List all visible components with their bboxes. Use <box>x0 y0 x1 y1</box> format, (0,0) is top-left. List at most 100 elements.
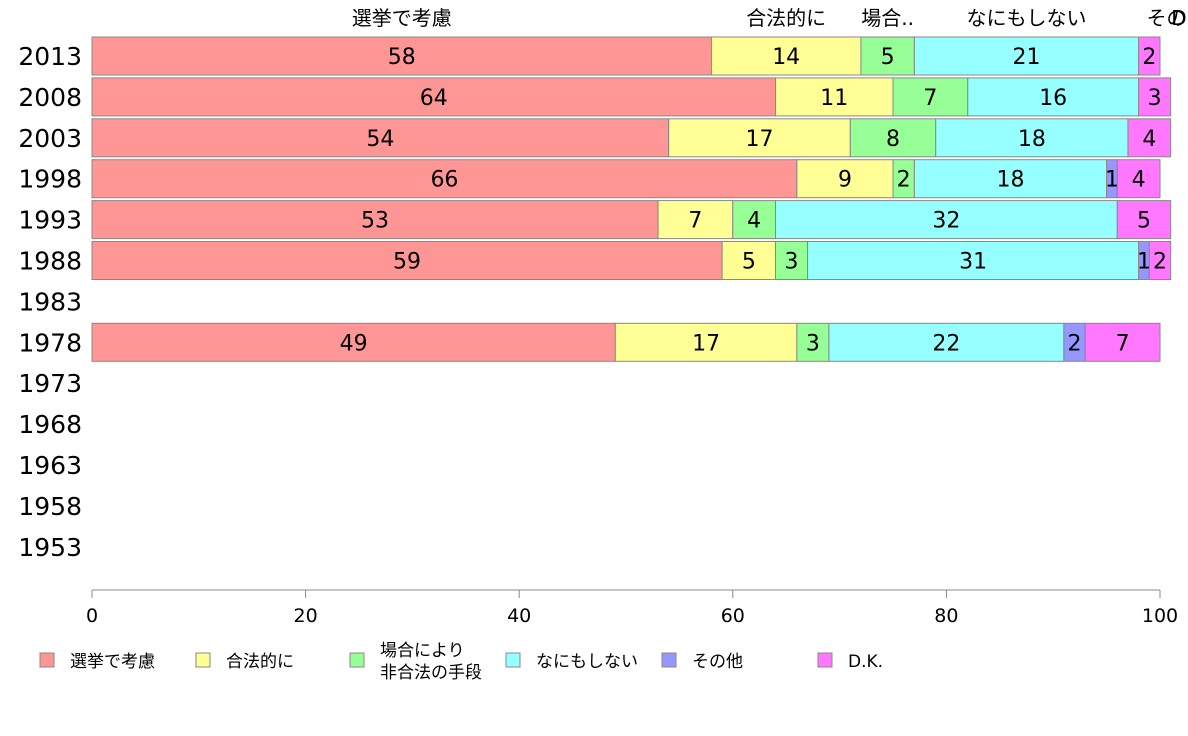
data-label-1993-5: 5 <box>1137 209 1151 234</box>
bar-segment-1998-3 <box>913 159 1108 199</box>
data-label-1988-0: 59 <box>393 250 421 275</box>
data-label-1998-5: 4 <box>1132 168 1146 193</box>
bar-segment-1978-0 <box>91 322 616 362</box>
legend-swatch-0 <box>39 652 55 668</box>
bar-segment-1998-5 <box>1116 159 1161 199</box>
bar-segment-2003-5 <box>1127 118 1172 158</box>
category-label-1973: 1973 <box>18 369 82 398</box>
x-tick-label-60: 60 <box>721 605 745 627</box>
data-label-1993-1: 7 <box>688 209 702 234</box>
data-label-1988-3: 31 <box>959 250 987 275</box>
data-label-1978-4: 2 <box>1068 331 1082 356</box>
data-label-2013-3: 21 <box>1013 45 1041 70</box>
data-label-1988-1: 5 <box>742 250 756 275</box>
bar-segment-2008-5 <box>1138 77 1172 117</box>
bar-segment-2013-0 <box>91 36 712 76</box>
legend-swatch-4 <box>661 652 677 668</box>
legend-swatch-5 <box>817 652 833 668</box>
data-label-2013-2: 5 <box>881 45 895 70</box>
category-label-2008: 2008 <box>18 83 82 112</box>
legend-label-3: なにもしない <box>536 652 638 672</box>
data-label-2008-0: 64 <box>420 86 448 111</box>
x-tick-label-20: 20 <box>294 605 318 627</box>
bar-segment-2013-5 <box>1138 36 1161 76</box>
data-label-1998-0: 66 <box>430 168 458 193</box>
category-label-1993: 1993 <box>18 206 82 235</box>
data-label-1978-2: 3 <box>806 331 820 356</box>
bar-segment-2008-0 <box>91 77 777 117</box>
bar-segment-2008-1 <box>775 77 894 117</box>
bar-segment-2013-2 <box>860 36 915 76</box>
data-label-2008-2: 7 <box>923 86 937 111</box>
series-top-label-5: D... <box>1171 6 1188 30</box>
bar-segment-1988-2 <box>775 241 809 280</box>
legend-swatch-3 <box>505 652 521 668</box>
data-label-1998-4: 1 <box>1105 168 1119 193</box>
category-label-1978: 1978 <box>18 328 82 357</box>
data-label-2013-1: 14 <box>772 45 800 70</box>
data-label-2008-5: 3 <box>1148 86 1162 111</box>
data-label-1993-3: 32 <box>932 209 960 234</box>
data-label-1978-5: 7 <box>1116 331 1130 356</box>
x-tick-label-80: 80 <box>934 605 958 627</box>
data-label-1993-2: 4 <box>747 209 761 234</box>
data-label-1978-0: 49 <box>340 331 368 356</box>
data-label-2003-1: 17 <box>746 127 774 152</box>
category-label-1958: 1958 <box>18 492 82 521</box>
data-label-2003-3: 18 <box>1018 127 1046 152</box>
bar-segment-1993-3 <box>775 200 1118 240</box>
data-label-1988-4: 1 <box>1137 250 1151 275</box>
series-top-label-1: 合法的に <box>746 6 826 30</box>
category-label-1963: 1963 <box>18 451 82 480</box>
bar-segment-2003-1 <box>668 118 851 158</box>
legend-label-0: 選挙で考慮 <box>70 652 155 672</box>
category-label-2013: 2013 <box>18 42 82 71</box>
data-label-1998-2: 2 <box>897 168 911 193</box>
series-top-label-3: なにもしない <box>967 6 1087 30</box>
series-top-label-4: その <box>1147 6 1187 30</box>
series-top-label-0: 選挙で考慮 <box>352 6 452 30</box>
legend-label-2-line2: 非合法の手段 <box>380 663 482 683</box>
data-label-2008-1: 11 <box>820 86 848 111</box>
x-tick-label-40: 40 <box>507 605 531 627</box>
category-label-1988: 1988 <box>18 247 82 276</box>
bar-segment-2008-3 <box>967 77 1140 117</box>
data-label-2003-2: 8 <box>886 127 900 152</box>
legend-label-5: D.K. <box>848 652 883 672</box>
bar-segment-2013-3 <box>913 36 1140 76</box>
bar-segment-1988-1 <box>721 241 777 280</box>
bar-segment-1978-3 <box>828 322 1065 362</box>
category-label-2003: 2003 <box>18 124 82 153</box>
data-label-1988-2: 3 <box>785 250 799 275</box>
bar-segment-1988-0 <box>91 241 723 280</box>
data-label-1978-1: 17 <box>692 331 720 356</box>
series-top-label-2: 場合.. <box>861 6 914 30</box>
data-label-2003-5: 4 <box>1142 127 1156 152</box>
category-label-1968: 1968 <box>18 410 82 439</box>
legend-label-1: 合法的に <box>226 652 294 672</box>
bar-segment-1993-2 <box>732 200 777 240</box>
data-label-2013-5: 2 <box>1142 45 1156 70</box>
data-label-2008-3: 16 <box>1039 86 1067 111</box>
bar-segment-1993-0 <box>91 200 659 240</box>
bar-segment-1988-3 <box>807 241 1140 280</box>
bar-segment-2003-2 <box>849 118 937 158</box>
bar-segment-2003-3 <box>935 118 1129 158</box>
data-label-1998-3: 18 <box>996 168 1024 193</box>
x-tick-label-100: 100 <box>1142 605 1178 627</box>
legend-label-2-line1: 場合により <box>380 641 465 661</box>
category-label-1983: 1983 <box>18 287 82 316</box>
category-label-1953: 1953 <box>18 533 82 562</box>
bar-segment-1993-5 <box>1116 200 1172 240</box>
legend-swatch-2 <box>349 652 365 668</box>
data-label-2013-0: 58 <box>388 45 416 70</box>
category-label-1998: 1998 <box>18 165 82 194</box>
bar-segment-1988-5 <box>1148 241 1172 280</box>
bar-segment-2013-1 <box>710 36 862 76</box>
legend-swatch-1 <box>195 652 211 668</box>
legend-label-4: その他 <box>692 652 743 672</box>
bar-segment-2003-0 <box>91 118 670 158</box>
bar-segment-2008-2 <box>892 77 969 117</box>
bar-segment-1978-5 <box>1084 322 1161 362</box>
